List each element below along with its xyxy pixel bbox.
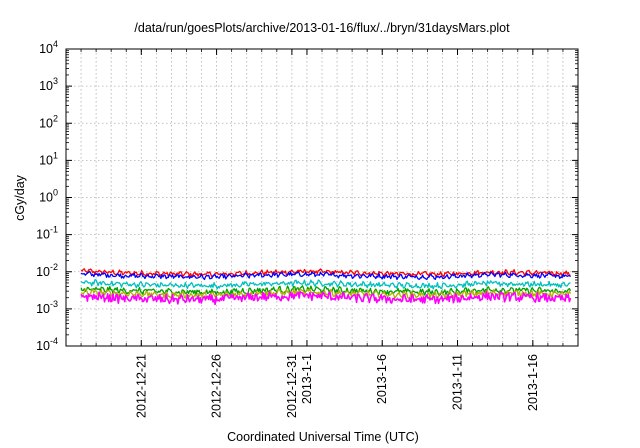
x-tick-label: 2012-12-31: [285, 354, 299, 418]
x-tick-label: 2013-1-6: [375, 354, 389, 404]
y-tick-label: 101: [39, 150, 58, 167]
series-group: [80, 268, 572, 306]
chart-title: /data/run/goesPlots/archive/2013-01-16/f…: [134, 21, 510, 35]
y-axis-label: cGy/day: [13, 174, 27, 221]
grid: [66, 48, 578, 347]
y-tick-label: 10-4: [36, 336, 58, 353]
x-tick-label: 2012-12-21: [134, 354, 148, 418]
axes: 10-4 10-3 10-2 10-1 100 101 102 103 104 2012-12-2…: [36, 39, 578, 418]
series-line: [80, 285, 572, 297]
x-tick-label: 2012-12-26: [210, 354, 224, 418]
y-tick-label: 104: [39, 39, 58, 56]
x-tick-label: 2013-1-11: [451, 354, 465, 410]
series-line: [80, 290, 572, 306]
plot-frame: [65, 48, 579, 347]
y-tick-label: 100: [39, 188, 58, 205]
y-tick-label: 102: [39, 113, 58, 130]
series-line: [80, 279, 571, 290]
x-tick-label: 2013-1-16: [526, 354, 540, 411]
y-tick-label: 10-2: [36, 262, 58, 279]
y-tick-label: 10-1: [36, 225, 58, 242]
series-line: [80, 270, 571, 281]
y-tick-label: 10-3: [36, 299, 58, 316]
x-axis-label: Coordinated Universal Time (UTC): [227, 430, 419, 444]
y-tick-label: 103: [39, 76, 58, 93]
x-tick-label: 2013-1-1: [300, 354, 314, 404]
